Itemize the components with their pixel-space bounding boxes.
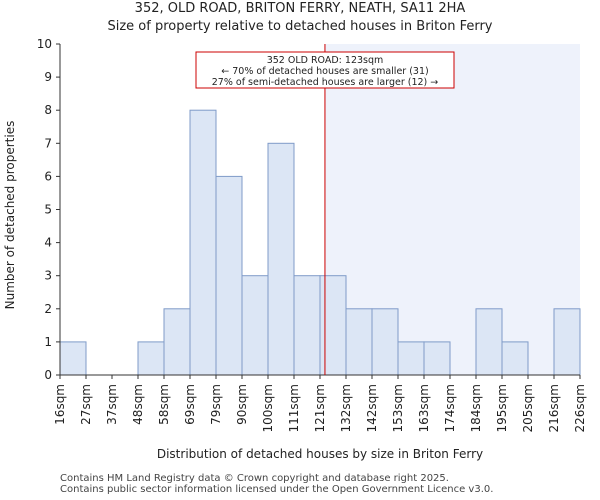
y-axis-label: Number of detached properties xyxy=(3,121,17,310)
histogram-bar xyxy=(475,308,503,376)
y-tick-label: 9 xyxy=(44,70,52,84)
footer-line-1: Contains HM Land Registry data © Crown c… xyxy=(60,473,449,484)
x-tick-label: 48sqm xyxy=(131,384,145,425)
y-tick-label: 0 xyxy=(44,368,52,382)
x-tick-label: 69sqm xyxy=(183,384,197,425)
histogram-bar xyxy=(267,142,295,376)
histogram-bar xyxy=(501,341,529,376)
y-tick-label: 3 xyxy=(44,269,52,283)
histogram-bar xyxy=(371,308,399,376)
x-tick-label: 79sqm xyxy=(209,384,223,425)
chart-subtitle: Size of property relative to detached ho… xyxy=(107,19,493,34)
y-tick-label: 10 xyxy=(37,37,52,51)
x-tick-label: 174sqm xyxy=(443,384,457,432)
x-tick-label: 121sqm xyxy=(313,384,327,432)
x-tick-label: 111sqm xyxy=(287,384,301,432)
histogram-bar xyxy=(293,275,321,376)
histogram-bar xyxy=(397,341,425,376)
x-tick-label: 90sqm xyxy=(235,384,249,425)
x-tick-label: 153sqm xyxy=(391,384,405,432)
annotation-line-2: ← 70% of detached houses are smaller (31… xyxy=(221,66,428,77)
x-tick-label: 16sqm xyxy=(53,384,67,425)
annotation-box xyxy=(195,51,455,89)
chart-title: 352, OLD ROAD, BRITON FERRY, NEATH, SA11… xyxy=(134,1,466,16)
y-tick-label: 4 xyxy=(44,236,52,250)
histogram-bar xyxy=(215,175,243,376)
histogram-bar xyxy=(137,341,165,376)
x-tick-label: 163sqm xyxy=(417,384,431,432)
y-tick-label: 1 xyxy=(44,335,52,349)
x-tick-label: 205sqm xyxy=(521,384,535,432)
x-tick-label: 142sqm xyxy=(365,384,379,432)
x-tick-label: 27sqm xyxy=(79,384,93,425)
x-tick-label: 100sqm xyxy=(261,384,275,432)
x-tick-label: 132sqm xyxy=(339,384,353,432)
annotation-line-1: 352 OLD ROAD: 123sqm xyxy=(267,55,384,66)
histogram-bar xyxy=(241,275,269,376)
x-tick-label: 184sqm xyxy=(469,384,483,432)
y-tick-label: 2 xyxy=(44,302,52,316)
y-tick-label: 5 xyxy=(44,203,52,217)
histogram-bar xyxy=(189,109,217,376)
footer-line-2: Contains public sector information licen… xyxy=(60,484,494,495)
histogram-bar xyxy=(553,308,581,376)
x-tick-label: 58sqm xyxy=(157,384,171,425)
histogram-bar xyxy=(345,308,373,376)
y-tick-label: 8 xyxy=(44,103,52,117)
y-tick-label: 7 xyxy=(44,136,52,150)
histogram-bar xyxy=(319,275,347,376)
annotation-line-3: 27% of semi-detached houses are larger (… xyxy=(212,77,439,88)
x-tick-label: 226sqm xyxy=(573,384,587,432)
x-tick-label: 195sqm xyxy=(495,384,509,432)
x-axis-label: Distribution of detached houses by size … xyxy=(157,447,483,461)
y-tick-label: 6 xyxy=(44,169,52,183)
histogram-bar xyxy=(423,341,451,376)
histogram-bar xyxy=(163,308,191,376)
x-tick-label: 37sqm xyxy=(105,384,119,425)
x-tick-label: 216sqm xyxy=(547,384,561,432)
histogram-bar xyxy=(59,341,87,376)
